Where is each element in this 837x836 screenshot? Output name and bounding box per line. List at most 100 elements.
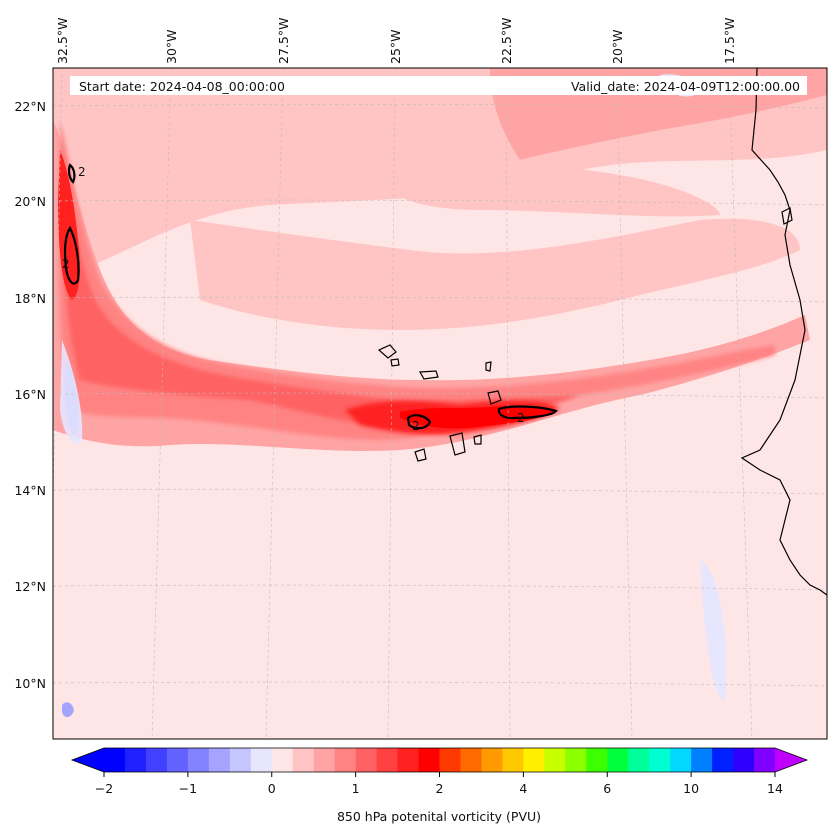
valid-date-text: Valid_date: 2024-04-09T12:00:00.00	[571, 79, 800, 94]
pv-negative-west-outer	[60, 340, 83, 444]
colorbar-cell	[355, 748, 378, 772]
colorbar-tick-label: −1	[179, 781, 197, 796]
africa-coast	[740, 68, 827, 596]
colorbar-cell	[229, 748, 252, 772]
pv-2-contours	[63, 163, 558, 430]
map-panel: 2 2 2 2 Start date: 2024-04-08_00:00:00 …	[14, 18, 828, 740]
colorbar-cell	[124, 748, 147, 772]
contour-label: 2	[62, 257, 70, 271]
lon-label: 17.5°W	[722, 18, 737, 64]
colorbar-cell	[565, 748, 587, 772]
latitude-labels: 22°N 20°N 18°N 16°N 14°N 12°N 10°N	[14, 99, 46, 691]
colorbar-cell	[733, 748, 755, 772]
colorbar-cell	[502, 748, 524, 772]
longitude-labels: 32.5°W 30°W 27.5°W 25°W 22.5°W 20°W 17.5…	[55, 18, 737, 64]
pv-2-contour-east	[497, 405, 558, 420]
colorbar-cell	[691, 748, 713, 772]
pv-2-contour-west-south	[63, 225, 80, 285]
lat-label: 12°N	[14, 579, 46, 594]
cape-verde-island-2	[390, 358, 400, 367]
colorbar-cell	[104, 748, 126, 772]
pv-2-contour-center	[406, 414, 432, 430]
graticule	[53, 68, 827, 739]
colorbar-cell	[754, 748, 776, 772]
lon-label: 32.5°W	[55, 18, 70, 64]
lon-label: 27.5°W	[276, 18, 291, 64]
pv-negative-e	[700, 560, 727, 701]
colorbar-cell	[628, 748, 650, 772]
colorbar-cell	[250, 748, 273, 772]
colorbar-extend-high	[775, 748, 807, 772]
colorbar-tick-label: −2	[95, 781, 113, 796]
colorbar-cell	[439, 748, 462, 772]
colorbar-cell	[523, 748, 545, 772]
colorbar-extend-low	[72, 748, 104, 772]
colorbar-label: 850 hPa potenital vorticity (PVU)	[337, 809, 541, 824]
colorbar-cell	[481, 748, 504, 772]
colorbar-cell	[670, 748, 692, 772]
colorbar-cell	[292, 748, 315, 772]
lon-label: 20°W	[610, 29, 625, 64]
colorbar-tick-label: 14	[767, 781, 783, 796]
lat-label: 14°N	[14, 483, 46, 498]
cape-verde-island-8	[414, 448, 427, 462]
colorbar-cell	[544, 748, 566, 772]
colorbar-tick-label: 4	[519, 781, 527, 796]
cape-verde-island-5	[487, 390, 502, 405]
map-frame	[52, 67, 828, 740]
colorbar-ticks: −2 −1 0 1 2 4 6 10 14	[95, 772, 783, 796]
cape-verde-island-3	[419, 370, 439, 380]
colorbar-cell	[145, 748, 168, 772]
pv-2-contour-labels: 2 2 2 2	[62, 165, 525, 433]
colorbar-cell	[397, 748, 420, 772]
colorbar-cells	[104, 748, 776, 772]
colorbar-cell	[418, 748, 441, 772]
lat-label: 16°N	[14, 387, 46, 402]
colorbar-tick-label: 6	[603, 781, 611, 796]
contour-label: 2	[78, 165, 86, 179]
contour-label: 2	[517, 411, 525, 425]
colorbar-cell	[187, 748, 210, 772]
colorbar-cell	[208, 748, 231, 772]
date-header-box	[70, 76, 807, 95]
colorbar-cell	[271, 748, 294, 772]
colorbar-cell	[649, 748, 671, 772]
colorbar: −2 −1 0 1 2 4 6 10 14 850 hPa potenital vorticit…	[70, 747, 809, 824]
lat-label: 20°N	[14, 194, 46, 209]
lon-label: 22.5°W	[499, 18, 514, 64]
start-date-text: Start date: 2024-04-08_00:00:00	[79, 79, 285, 94]
colorbar-cell	[460, 748, 483, 772]
pv-band-west-northeast	[380, 167, 720, 217]
colorbar-tick-label: 2	[436, 781, 444, 796]
cape-verde-island-1	[377, 344, 397, 359]
colorbar-tick-label: 0	[268, 781, 276, 796]
pv-negative-sw	[62, 702, 74, 718]
lat-label: 10°N	[14, 676, 46, 691]
colorbar-tick-label: 10	[683, 781, 699, 796]
contour-label: 2	[412, 419, 420, 433]
coastline	[377, 68, 827, 596]
pv-streamer-max	[400, 405, 555, 429]
colorbar-cell	[334, 748, 357, 772]
colorbar-tick-label: 1	[352, 781, 360, 796]
colorbar-cell	[586, 748, 608, 772]
colorbar-cell	[166, 748, 189, 772]
lat-label: 22°N	[14, 99, 46, 114]
lat-label: 18°N	[14, 291, 46, 306]
lon-label: 30°W	[164, 29, 179, 64]
pv-2-contour-west-north	[67, 163, 76, 184]
lon-label: 25°W	[388, 29, 403, 64]
cape-verde-island-7	[473, 434, 482, 445]
colorbar-cell	[607, 748, 629, 772]
pv-field: 2 2 2 2	[53, 68, 827, 739]
colorbar-cell	[376, 748, 399, 772]
pv-west-column	[58, 150, 80, 300]
pv-streamer-mid	[59, 120, 776, 440]
pv-band-mid	[190, 218, 800, 330]
cape-verde-island-4	[485, 361, 492, 372]
colorbar-cell	[712, 748, 734, 772]
cape-verde-island-6	[449, 432, 466, 456]
canary-island	[781, 207, 793, 225]
colorbar-cell	[313, 748, 336, 772]
